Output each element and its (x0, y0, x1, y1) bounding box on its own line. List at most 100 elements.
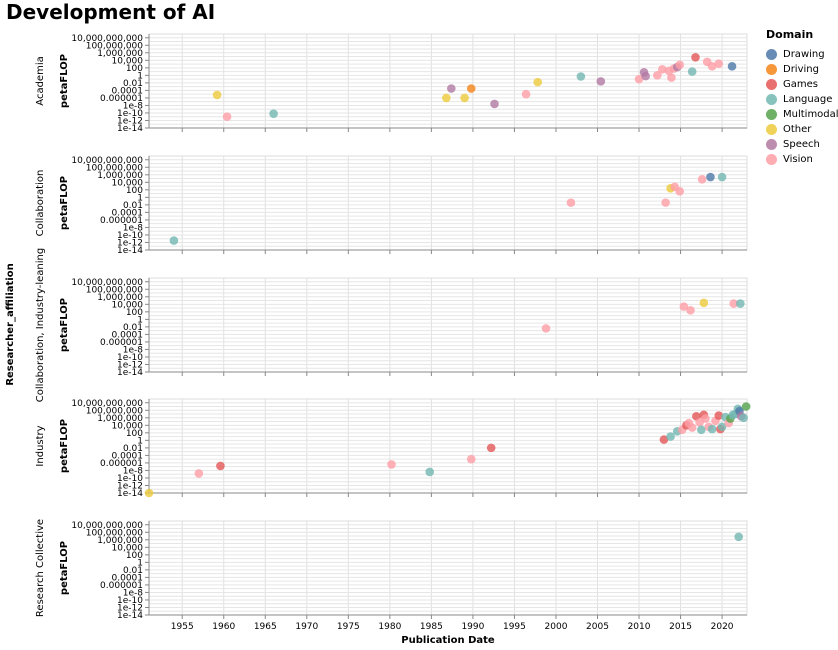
data-point (216, 461, 225, 471)
x-tick-label: 2000 (545, 622, 568, 632)
y-tick-label: 1e-12 (117, 116, 143, 126)
facet-label: Research Collective (35, 519, 46, 617)
data-point (533, 77, 542, 87)
y-tick-label: 1e-8 (123, 345, 144, 355)
facet-frame (148, 33, 748, 129)
y-tick-label: 1e-14 (117, 124, 143, 134)
data-point (490, 99, 499, 109)
y-tick-label: 1e-14 (117, 611, 143, 621)
x-tick-label: 1975 (337, 622, 360, 632)
facet-frame (148, 155, 748, 251)
y-tick-label: 0.000001 (100, 94, 143, 104)
data-point (486, 443, 496, 453)
x-axis-title: Publication Date (401, 635, 495, 646)
y-tick-label: 0.000001 (100, 338, 143, 348)
y-tick-label: 1e-10 (117, 596, 143, 606)
legend-swatch (766, 94, 777, 105)
y-tick-label: 10,000,000,000 (71, 521, 143, 531)
legend-label: Other (783, 124, 812, 135)
y-tick-label: 0.01 (123, 444, 143, 454)
y-tick-label: 0.0001 (112, 86, 144, 96)
legend-item: Multimodal (766, 107, 838, 122)
data-point (686, 306, 695, 315)
y-tick-label: 1e-14 (117, 368, 143, 378)
legend-swatch (766, 109, 777, 120)
x-tick-label: 1965 (254, 622, 277, 632)
y-tick-label: 0.01 (123, 79, 143, 89)
data-point (699, 298, 709, 308)
data-point (269, 109, 278, 119)
y-tick-label: 100 (126, 308, 143, 318)
x-tick-label: 1990 (461, 622, 484, 632)
y-tick-label: 100,000,000 (86, 285, 144, 295)
data-point (657, 65, 667, 74)
facet-label: Collaboration, Industry-leaning (35, 248, 46, 402)
legend-label: Drawing (783, 49, 825, 60)
y-tick-label: 1e-14 (117, 489, 143, 499)
y-tick-label: 1e-10 (117, 353, 143, 363)
y-tick-label: 100 (126, 551, 143, 561)
y-tick-label: 0.0001 (112, 573, 144, 583)
row-title: Researcher_affiliation (5, 263, 16, 385)
y-axis-title: petaFLOP (59, 541, 70, 595)
y-tick-label: 1,000,000 (97, 536, 143, 546)
y-axis-title: petaFLOP (59, 176, 70, 230)
y-tick-label: 100 (126, 186, 143, 196)
legend-item: Language (766, 92, 838, 107)
data-point (566, 198, 576, 207)
y-tick-label: 10,000,000,000 (71, 156, 143, 166)
data-point (466, 454, 476, 464)
data-point (679, 302, 689, 311)
facet-panel: 10,000,000,000100,000,0001,000,00010,000… (35, 33, 748, 134)
data-point (667, 73, 676, 82)
y-tick-label: 100,000,000 (86, 406, 144, 416)
y-tick-label: 0.000001 (100, 459, 143, 469)
data-point (729, 299, 739, 308)
y-tick-label: 1e-12 (117, 481, 143, 491)
y-tick-label: 0.01 (123, 566, 143, 576)
y-tick-label: 100,000,000 (86, 41, 144, 51)
data-point (460, 93, 469, 103)
y-tick-label: 10,000 (112, 56, 144, 66)
y-tick-label: 10,000,000,000 (71, 278, 143, 288)
legend-label: Games (783, 79, 818, 90)
y-tick-label: 1 (137, 193, 143, 203)
y-tick-label: 1e-8 (123, 223, 144, 233)
y-tick-label: 10,000,000,000 (71, 34, 143, 44)
legend-swatch (766, 124, 777, 135)
legend-swatch (766, 49, 777, 60)
data-point (596, 77, 606, 86)
data-point (706, 172, 715, 182)
data-point (666, 432, 675, 441)
legend-title: Domain (766, 28, 814, 41)
legend-label: Multimodal (783, 109, 838, 120)
legend-label: Vision (783, 154, 813, 165)
y-tick-label: 1e-10 (117, 474, 143, 484)
y-tick-label: 1e-12 (117, 238, 143, 248)
legend-swatch (766, 64, 777, 75)
legend-item: Speech (766, 137, 838, 152)
legend-label: Speech (783, 139, 820, 150)
y-tick-label: 1 (137, 315, 143, 325)
x-tick-label: 1960 (212, 622, 235, 632)
legend-item: Other (766, 122, 838, 137)
data-point (691, 53, 700, 62)
data-point (717, 172, 727, 182)
y-tick-label: 0.01 (123, 323, 143, 333)
data-point (144, 488, 154, 498)
data-point (687, 423, 697, 432)
y-tick-label: 100 (126, 429, 143, 439)
legend-item: Vision (766, 152, 838, 167)
data-point (734, 532, 743, 542)
data-point (169, 236, 179, 245)
data-point (212, 90, 222, 100)
facet-panel: 10,000,000,000100,000,0001,000,00010,000… (35, 398, 751, 499)
y-axis-title: petaFLOP (59, 298, 70, 352)
legend-label: Language (783, 94, 833, 105)
data-point (714, 59, 724, 69)
y-tick-label: 1 (137, 558, 143, 568)
data-point (222, 112, 232, 122)
y-tick-label: 1 (137, 71, 143, 81)
y-tick-label: 1,000,000 (97, 293, 143, 303)
x-tick-label: 2015 (669, 622, 692, 632)
